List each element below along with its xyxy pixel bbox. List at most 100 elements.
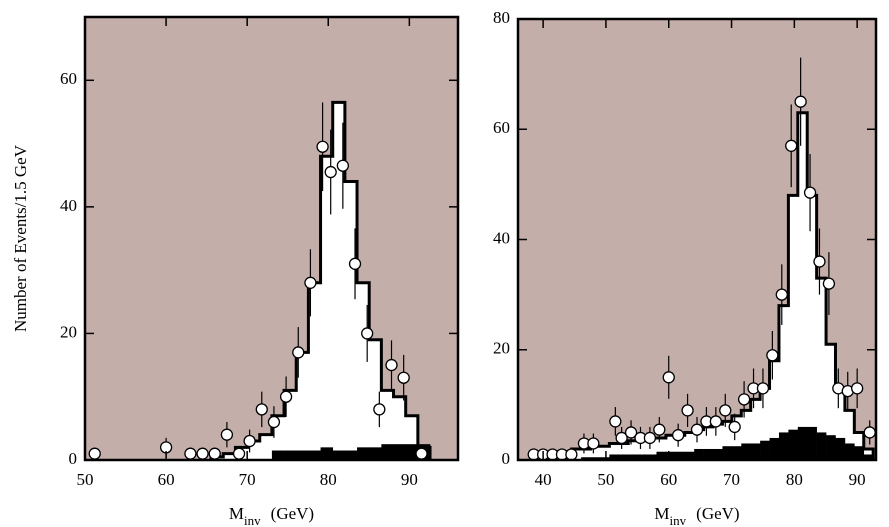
data-point [813, 255, 826, 268]
data-point [794, 95, 807, 108]
x-axis-label-symbol: M [229, 504, 244, 523]
data-point [243, 434, 256, 448]
background-bin [760, 440, 770, 460]
background-bin [731, 446, 742, 460]
histogram-bin [816, 278, 827, 460]
background-bin [332, 450, 346, 460]
background-bin [308, 450, 321, 460]
data-point [232, 447, 246, 460]
y-tick-label: 80 [493, 8, 510, 27]
y-tick-label: 0 [69, 449, 78, 468]
background-bin [769, 437, 780, 460]
background-bin [628, 454, 638, 460]
x-tick-label: 50 [597, 470, 614, 489]
background-bin [393, 444, 406, 460]
histogram-bin [296, 352, 309, 460]
histogram-bin [826, 344, 836, 460]
data-point [348, 257, 362, 270]
histogram-bin [332, 102, 346, 460]
data-point [208, 447, 221, 460]
data-point [279, 390, 293, 403]
data-point [88, 447, 101, 460]
data-point [851, 382, 864, 395]
data-point [316, 140, 329, 153]
data-point [397, 371, 410, 384]
x-axis-label-subscript: inv [244, 513, 261, 527]
data-point [196, 447, 209, 460]
data-point [267, 415, 281, 429]
x-axis-label-symbol: M [654, 504, 669, 523]
histogram-bin [599, 446, 610, 460]
data-point [863, 426, 876, 439]
data-point [292, 346, 305, 359]
x-tick-label: 70 [723, 470, 740, 489]
background-bin [675, 451, 686, 460]
background-bin [797, 426, 808, 460]
histogram-bin [769, 360, 780, 460]
data-point [709, 415, 722, 428]
data-point [785, 139, 798, 152]
data-point [361, 327, 374, 340]
y-tick-label: 40 [493, 228, 510, 247]
data-point [615, 431, 628, 445]
histogram-bin [665, 435, 676, 460]
data-point [756, 382, 770, 395]
x-tick-label: 80 [786, 470, 803, 489]
histogram-bin [223, 453, 236, 460]
x-tick-label: 90 [849, 470, 866, 489]
x-tick-label: 90 [401, 470, 418, 489]
data-point [690, 423, 704, 436]
histogram-bin [807, 195, 817, 460]
histogram-bin [703, 426, 714, 460]
data-point [220, 428, 234, 441]
background-bin [381, 444, 394, 460]
data-point [662, 371, 675, 384]
background-bin [826, 435, 836, 460]
histogram-bin [694, 429, 704, 460]
background-bin [284, 450, 297, 460]
histogram-bin [844, 410, 855, 460]
histogram-bin [581, 448, 591, 460]
data-point [822, 277, 836, 290]
histogram-bin [647, 437, 657, 460]
histogram-bin [835, 388, 846, 460]
data-point [304, 276, 317, 289]
background-bin [694, 448, 704, 460]
background-bin [835, 437, 846, 460]
x-tick-label: 60 [158, 470, 175, 489]
background-bin [816, 432, 827, 460]
background-bin [618, 454, 629, 460]
x-tick-label: 50 [77, 470, 94, 489]
histogram-bin [675, 435, 686, 460]
histogram-bin [797, 112, 808, 461]
histogram-bin [344, 181, 358, 461]
background-bin [609, 454, 620, 460]
x-axis-label-unit: (GeV) [696, 504, 739, 523]
data-point [803, 186, 817, 199]
background-bin [665, 451, 676, 460]
histogram-bin [590, 446, 601, 460]
histogram-bin [722, 421, 733, 460]
y-axis-label: Number of Events/1.5 GeV [11, 144, 30, 332]
histogram-bin [320, 156, 334, 460]
histogram-bin [609, 443, 620, 460]
histogram-bin [357, 282, 370, 460]
background-bin [647, 454, 657, 460]
background-bin [344, 450, 358, 460]
background-bin [590, 457, 601, 460]
data-point [324, 165, 337, 179]
x-axis-label: Minv (GeV) [229, 504, 314, 527]
x-axis-label: Minv (GeV) [654, 504, 739, 527]
data-point [587, 437, 600, 450]
x-axis-label-unit: (GeV) [271, 504, 314, 523]
background-bin [741, 443, 751, 460]
background-bin [854, 446, 865, 460]
histogram-bin [741, 410, 751, 460]
y-tick-label: 40 [60, 196, 77, 215]
background-bin [778, 432, 789, 460]
background-bin [656, 451, 667, 460]
data-point [653, 423, 666, 436]
x-tick-label: 70 [239, 470, 256, 489]
background-bin [369, 447, 382, 460]
data-point [255, 403, 268, 416]
